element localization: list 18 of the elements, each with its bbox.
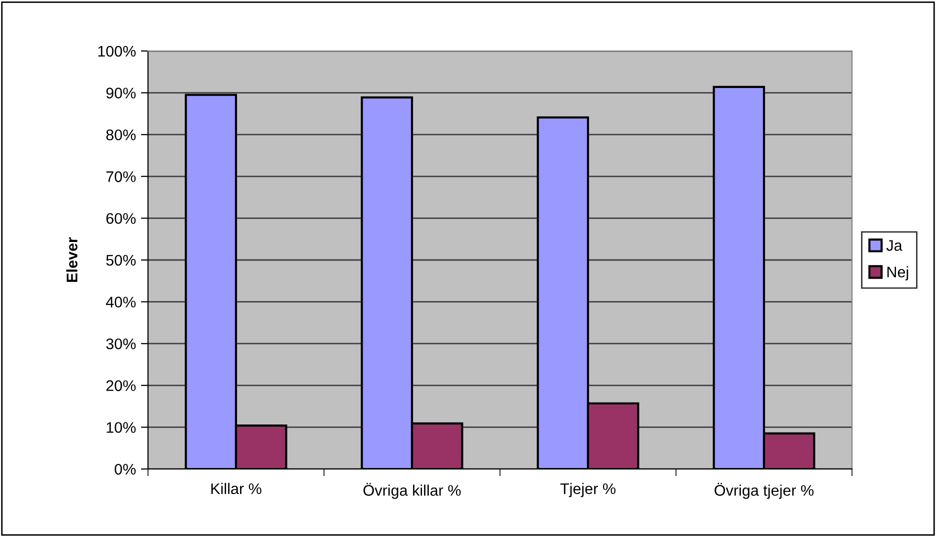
y-axis-title: Elever: [66, 237, 78, 282]
x-tick-label: Övriga killar %: [363, 482, 461, 499]
y-tick-label: 100%: [98, 46, 136, 57]
x-tick-label: Tjejer %: [560, 482, 616, 498]
x-tick-label: Övriga tjejer %: [714, 482, 814, 499]
y-tick-label: 10%: [106, 422, 136, 433]
x-tick-label: Killar %: [211, 482, 262, 494]
y-tick-label: 0%: [114, 464, 136, 475]
legend-label: Nej: [887, 266, 908, 280]
y-tick-label: 60%: [106, 213, 136, 224]
y-tick-label: 40%: [106, 296, 136, 308]
legend-label: Ja: [886, 240, 902, 251]
y-tick-label: 80%: [106, 129, 136, 140]
y-tick-label: 20%: [106, 380, 136, 392]
y-tick-label: 30%: [106, 338, 136, 350]
y-tick-label: 70%: [106, 171, 136, 182]
y-tick-label: 50%: [106, 254, 136, 266]
y-tick-label: 90%: [106, 88, 136, 98]
